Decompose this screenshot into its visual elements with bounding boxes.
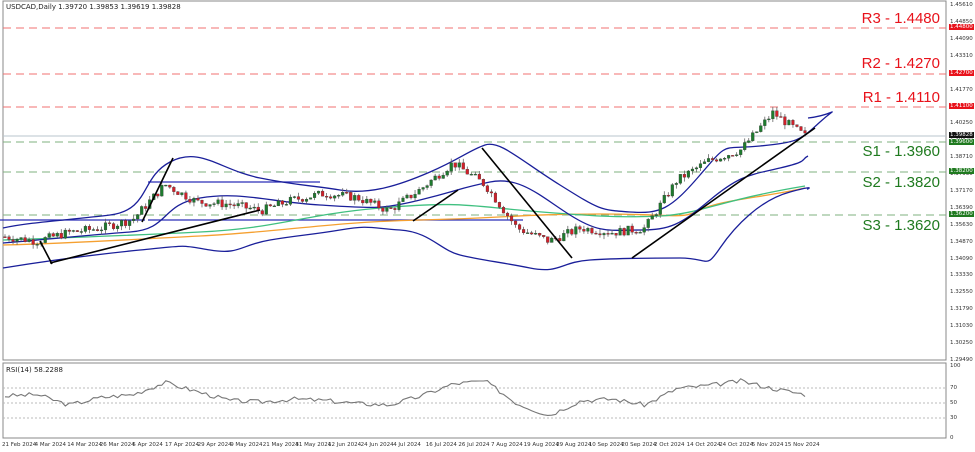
level-label-s1: S1 - 1.3960	[862, 143, 940, 160]
level-label-r2: R2 - 1.4270	[861, 55, 940, 72]
date-axis-label: 21 Feb 2024	[2, 442, 37, 448]
level-label-r1: R1 - 1.4110	[862, 89, 940, 106]
date-axis-label: 12 Jun 2024	[328, 442, 362, 448]
date-axis-label: 14 Mar 2024	[67, 442, 103, 448]
price-axis-label: 1.30250	[950, 340, 973, 346]
date-axis-label: 4 Jul 2024	[393, 442, 421, 448]
level-label-r3: R3 - 1.4480	[861, 10, 940, 27]
date-axis-label: 15 Nov 2024	[784, 442, 820, 448]
price-axis-label: 1.40250	[950, 120, 973, 127]
tag-current-price: 1.39828	[949, 132, 974, 138]
rsi-header: RSI(14) 58.2288	[6, 366, 63, 374]
date-axis-label: 26 Mar 2024	[99, 442, 135, 448]
horizontal-range-lines	[0, 181, 523, 221]
date-axis-label: 29 Apr 2024	[197, 442, 232, 448]
price-axis-label: 1.37930	[950, 171, 973, 177]
date-axis-label: 31 May 2024	[295, 442, 332, 448]
price-axis-label: 1.36390	[950, 204, 973, 211]
price-axis-label: 1.33330	[950, 272, 973, 279]
candlesticks	[3, 106, 807, 249]
date-axis-label: 5 Nov 2024	[751, 442, 784, 448]
date-axis-label: 4 Mar 2024	[34, 442, 66, 448]
date-axis-label: 24 Oct 2024	[719, 442, 754, 448]
date-axis-label: 19 Aug 2024	[523, 442, 559, 448]
date-axis-label: 21 May 2024	[262, 442, 299, 448]
price-axis-label: 1.38710	[950, 154, 973, 161]
date-axis-label: 26 Jul 2024	[458, 442, 490, 448]
rsi-axis-label: 100	[950, 363, 961, 369]
rsi-panel	[2, 362, 947, 439]
bollinger-middle	[2, 155, 809, 244]
price-axis-label: 1.34870	[950, 238, 973, 245]
price-axis-label: 1.41770	[950, 86, 973, 93]
price-axis-label: 1.29490	[950, 356, 973, 363]
price-axis-label: 1.31030	[950, 323, 973, 330]
date-axis-label: 9 May 2024	[230, 442, 263, 448]
date-axis-label: 29 Aug 2024	[556, 442, 592, 448]
rsi-axis-label: 70	[950, 385, 957, 391]
date-axis-label: 10 Sep 2024	[588, 442, 624, 448]
rsi-line	[4, 378, 806, 416]
symbol-header: USDCAD,Daily 1.39720 1.39853 1.39619 1.3…	[6, 3, 181, 11]
price-axis-label: 1.35630	[950, 221, 973, 228]
tag-r1: 1.41100	[949, 103, 974, 109]
price-axis-label: 1.34090	[950, 255, 973, 262]
rsi-axis-label: 0	[950, 435, 954, 441]
main-panel	[2, 0, 947, 361]
date-axis-label: 2 Oct 2024	[654, 442, 685, 448]
date-axis-label: 17 Apr 2024	[165, 442, 200, 448]
price-axis-label: 1.37170	[950, 187, 973, 194]
resistance-lines	[3, 27, 946, 108]
price-axis-label: 1.44090	[950, 35, 973, 42]
tag-s2: 1.38200	[949, 168, 974, 174]
bollinger-lower	[2, 187, 810, 271]
price-axis-label: 1.31790	[950, 306, 973, 313]
price-axis-label: 1.44850	[950, 18, 973, 25]
level-label-s2: S2 - 1.3820	[862, 174, 940, 191]
rsi-axis-label: 50	[950, 400, 957, 406]
date-axis-label: 7 Aug 2024	[491, 442, 523, 448]
date-axis-label: 24 Jun 2024	[360, 442, 394, 448]
rsi-axis-label: 30	[950, 415, 957, 421]
rsi-reference-lines	[3, 387, 946, 419]
tag-r2: 1.42700	[949, 70, 974, 76]
bollinger-upper	[2, 111, 833, 229]
level-label-s3: S3 - 1.3620	[862, 217, 940, 234]
tag-r3: 1.44800	[949, 24, 974, 30]
date-axis-label: 16 Jul 2024	[425, 442, 457, 448]
trendlines	[39, 127, 816, 265]
price-axis-label: 1.43310	[950, 52, 973, 59]
tag-s1: 1.39600	[949, 139, 974, 145]
date-axis-label: 14 Oct 2024	[686, 442, 721, 448]
date-axis-label: 20 Sep 2024	[621, 442, 657, 448]
date-axis-label: 5 Apr 2024	[132, 442, 163, 448]
price-axis-label: 1.32550	[950, 289, 973, 296]
tag-s3: 1.36200	[949, 211, 974, 217]
price-axis-label: 1.45610	[950, 2, 973, 8]
moving-average-green	[2, 185, 806, 241]
